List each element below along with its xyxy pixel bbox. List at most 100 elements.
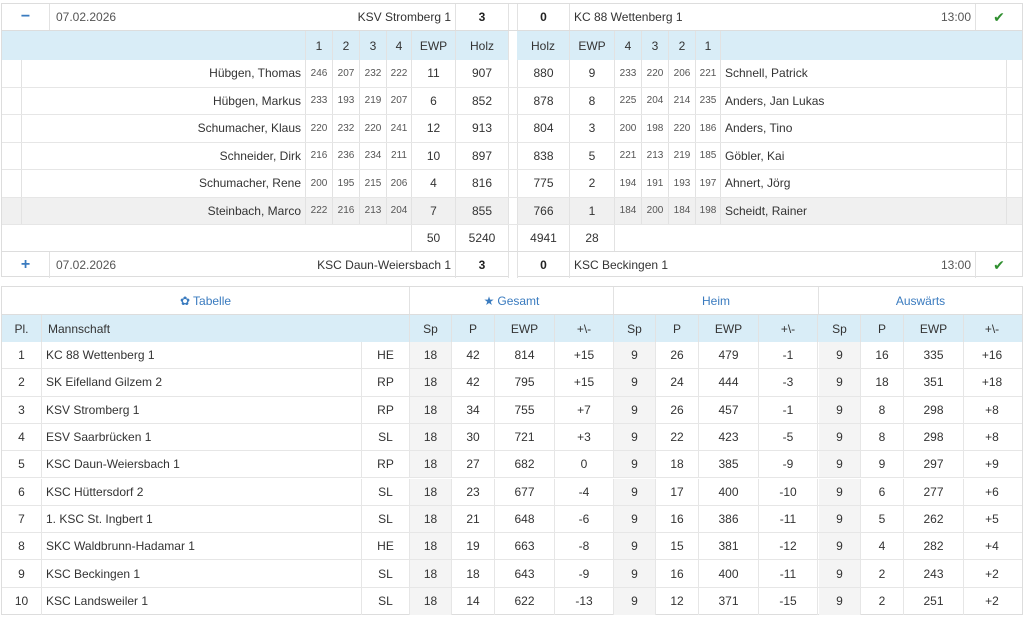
auswaerts-diff: +16 [981, 348, 1003, 363]
gesamt-ewp: 682 [495, 451, 555, 478]
away-player-ewp: 2 [570, 170, 615, 197]
heim-games: 9 [614, 478, 656, 505]
home-round-4: 207 [387, 87, 412, 114]
gesamt-diff: -13 [555, 587, 614, 615]
heim-diff: -1 [759, 342, 818, 369]
heim-games: 9 [614, 560, 656, 587]
auswaerts-points: 16 [861, 342, 904, 369]
divider [509, 197, 517, 224]
star-icon: ★ [483, 293, 495, 308]
home-player-holz: 852 [456, 87, 509, 114]
auswaerts-points: 5 [861, 505, 904, 533]
col-home-holz: Holz [456, 31, 509, 60]
home-round-4: 241 [387, 115, 412, 142]
home-player-ewp: 12 [412, 115, 456, 142]
home-player-ewp: 10 [412, 142, 456, 169]
auswaerts-games: 9 [819, 587, 861, 615]
away-player-holz: 838 [517, 142, 570, 169]
home-round-2: 232 [333, 115, 360, 142]
away-round-4: 184 [615, 197, 642, 224]
standings-row[interactable]: 4 ESV Saarbrücken 1 SL 18 30 721 +3 9 22 423 -5 9 8 2… [2, 423, 1022, 452]
player-row: Hübgen, Markus 233 193 219 207 6 852 878 8 225 204… [2, 87, 1022, 115]
region-code: SL [362, 560, 410, 587]
heim-ewp: 385 [699, 451, 759, 478]
away-round-1: 235 [696, 87, 721, 114]
standings-row[interactable]: 9 KSC Beckingen 1 SL 18 18 643 -9 9 16 400 -11 9 2 24… [2, 560, 1022, 588]
auswaerts-diff: +5 [985, 511, 999, 526]
auswaerts-ewp: 298 [904, 423, 964, 451]
tab-gesamt[interactable]: ★ Gesamt [410, 287, 614, 314]
auswaerts-games: 9 [819, 505, 861, 533]
region-code: SL [362, 478, 410, 505]
divider [509, 4, 517, 30]
gesamt-points: 27 [452, 451, 495, 478]
home-round-1: 216 [306, 142, 333, 169]
standings-row[interactable]: 6 KSC Hüttersdorf 2 SL 18 23 677 -4 9 17 400 -10 9 6… [2, 478, 1022, 506]
standings-row[interactable]: 5 KSC Daun-Weiersbach 1 RP 18 27 682 0 9 18 385 -9… [2, 451, 1022, 479]
away-round-2: 214 [669, 87, 696, 114]
tab-gesamt-label: Gesamt [497, 293, 540, 308]
away-round-2: 206 [669, 60, 696, 87]
gesamt-diff: -6 [555, 505, 614, 533]
heim-points: 22 [656, 423, 699, 451]
col-away-ewp: EWP [570, 31, 615, 60]
standings-row[interactable]: 3 KSV Stromberg 1 RP 18 34 755 +7 9 26 457 -1 9 8 298… [2, 396, 1022, 424]
standings-row[interactable]: 10 KSC Landsweiler 1 SL 18 14 622 -13 9 12 371 -15… [2, 587, 1022, 615]
tab-auswaerts[interactable]: Auswärts [819, 287, 1022, 314]
divider [509, 60, 517, 87]
gesamt-games: 18 [410, 423, 452, 451]
away-score: 0 [517, 4, 570, 30]
row-spacer [1007, 115, 1022, 142]
heim-points: 26 [656, 396, 699, 423]
heim-points: 26 [656, 342, 699, 369]
home-player-name: Hübgen, Markus [22, 87, 306, 114]
home-round-4: 222 [387, 60, 412, 87]
away-player-holz: 775 [517, 170, 570, 197]
match-header-row[interactable]: − 07.02.2026 KSV Stromberg 1 3 0 KC 88 W… [2, 4, 1022, 31]
match-date: 07.02.2026 [56, 258, 117, 272]
auswaerts-games: 9 [819, 369, 861, 396]
col-heim-p: P [656, 315, 699, 342]
player-row: Hübgen, Thomas 246 207 232 222 11 907 880 9 233 22… [2, 60, 1022, 88]
standings-table: ✿ Tabelle ★ Gesamt Heim Auswärts Pl. Man… [1, 286, 1023, 615]
collapse-toggle-button[interactable]: − [2, 4, 50, 30]
region-code: RP [362, 451, 410, 478]
heim-points: 17 [656, 478, 699, 505]
home-player-ewp: 4 [412, 170, 456, 197]
gesamt-games: 18 [410, 342, 452, 369]
gesamt-points: 18 [452, 560, 495, 587]
standings-row[interactable]: 7 1. KSC St. Ingbert 1 SL 18 21 648 -6 9 16 386 -1… [2, 505, 1022, 534]
home-round-3: 232 [360, 60, 387, 87]
standings-row[interactable]: 2 SK Eifelland Gilzem 2 RP 18 42 795 +15 9 24 444… [2, 369, 1022, 397]
place: 1 [2, 342, 42, 369]
auswaerts-diff: +2 [985, 566, 999, 581]
gesamt-ewp: 795 [495, 369, 555, 396]
totals-row: 50 5240 4941 28 [2, 225, 1022, 252]
auswaerts-diff: +9 [985, 457, 999, 472]
standings-row[interactable]: 8 SKC Waldbrunn-Hadamar 1 HE 18 19 663 -8 9 15 38… [2, 533, 1022, 561]
tab-auswaerts-label: Auswärts [895, 293, 946, 308]
gesamt-games: 18 [410, 533, 452, 560]
match-results-panel: − 07.02.2026 KSV Stromberg 1 3 0 KC 88 W… [1, 3, 1023, 278]
place: 3 [2, 396, 42, 423]
region-code: SL [362, 505, 410, 533]
home-player-name: Hübgen, Thomas [22, 60, 306, 87]
col-away-holz: Holz [517, 31, 570, 60]
team-name: SKC Waldbrunn-Hadamar 1 [42, 533, 362, 560]
home-team-name: KSV Stromberg 1 [310, 4, 456, 30]
tab-tabelle[interactable]: ✿ Tabelle [2, 287, 410, 314]
tab-heim[interactable]: Heim [614, 287, 819, 314]
match-header-row[interactable]: + 07.02.2026 KSC Daun-Weiersbach 1 3 0 K… [2, 252, 1022, 278]
gesamt-diff: 0 [555, 451, 614, 478]
away-round-3: 200 [642, 197, 669, 224]
auswaerts-ewp: 262 [904, 505, 964, 533]
player-row: Schneider, Dirk 216 236 234 211 10 897 838 5 221 2… [2, 142, 1022, 170]
auswaerts-ewp: 297 [904, 451, 964, 478]
home-round-3: 219 [360, 87, 387, 114]
col-gesamt-sp: Sp [410, 315, 452, 342]
row-spacer [2, 60, 22, 87]
tab-tabelle-label: Tabelle [193, 293, 232, 308]
standings-row[interactable]: 1 KC 88 Wettenberg 1 HE 18 42 814 +15 9 26 479 -1 9… [2, 342, 1022, 370]
expand-toggle-button[interactable]: + [2, 252, 50, 278]
home-player-name: Schumacher, Rene [22, 170, 306, 197]
